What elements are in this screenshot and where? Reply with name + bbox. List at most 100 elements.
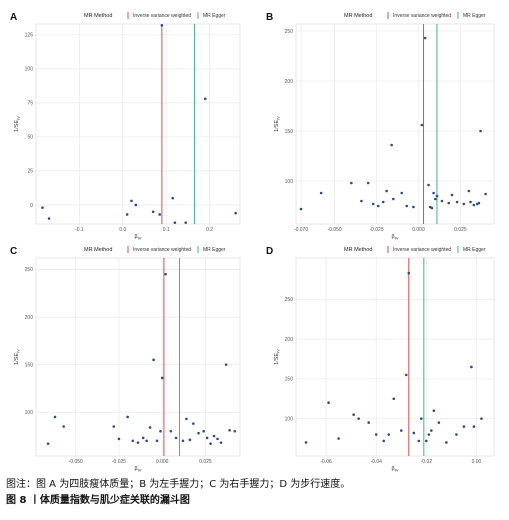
x-tick-label: 0.00 [472,459,482,465]
y-tick-label: 250 [285,29,294,35]
snp-point [432,409,436,412]
snp-point [404,373,408,377]
snp-point [350,181,353,185]
snp-point [46,442,50,445]
panel-label: A [10,12,17,23]
snp-point [420,417,423,420]
y-tick-label: 150 [285,129,294,135]
snp-point [469,200,472,204]
snp-point [158,213,162,216]
snp-point [480,417,483,420]
y-tick-label: 250 [25,267,34,273]
x-tick-label: -0.025 [112,459,126,465]
snp-point [376,204,380,208]
legend: MR Method Inverse variance weighted MR Egg… [84,246,226,253]
legend-egger-label: MR Egger [463,13,486,19]
panel-label: C [10,246,17,257]
snp-point [407,271,411,275]
y-tick-label: 100 [285,179,294,185]
snp-point [148,426,152,429]
y-tick-label: 75 [27,101,33,107]
snp-point [432,191,435,195]
x-tick-label: -0.1 [75,227,84,233]
y-tick-label: 150 [25,362,34,368]
snp-point [371,202,375,206]
snp-point [219,441,223,444]
snp-point [420,123,424,127]
y-tick-label: 200 [25,315,34,321]
snp-point [224,363,228,366]
legend-ivw-label: Inverse variance weighted [393,13,451,19]
snp-point [479,129,482,133]
snp-point [467,189,471,193]
y-tick-label: 125 [25,33,34,39]
x-tick-label: -0.050 [327,227,341,233]
snp-point [382,439,386,443]
snp-point [62,425,65,428]
snp-point [53,415,57,419]
y-tick-label: 100 [285,416,294,422]
snp-point [462,202,466,206]
y-tick-label: 200 [285,337,294,343]
snp-point [427,433,431,436]
snp-point [447,201,450,205]
legend-ivw-label: Inverse variance weighted [133,13,191,19]
legend-title: MR Method [84,13,112,19]
snp-point [185,417,188,421]
panel-label: B [266,12,273,23]
snp-point [234,211,237,215]
legend-egger-label: MR Egger [463,247,486,253]
legend-title: MR Method [344,13,372,19]
snp-point [197,431,200,435]
snp-point [145,439,148,443]
snp-point [352,413,355,416]
snp-point [181,439,185,443]
legend: MR Method Inverse variance weighted MR Egg… [84,12,226,19]
x-tick-label: -0.050 [69,459,83,465]
plot-area [295,257,495,457]
snp-point [400,191,404,195]
snp-point [337,437,340,440]
snp-point [188,438,192,442]
x-axis-label: βIV [135,234,142,241]
snp-point [427,183,430,187]
snp-point [390,143,393,147]
snp-point [327,401,330,405]
x-tick-label: -0.06 [320,459,332,465]
y-axis-label: 1/SEIV [274,116,281,132]
snp-point [130,199,133,203]
snp-point [41,206,44,209]
snp-point [366,181,370,185]
snp-point [470,365,473,369]
snp-point [164,272,167,276]
snp-point [155,439,159,443]
plot-area [35,257,241,457]
snp-point [169,429,173,433]
panel-d: D MR Method Inverse variance weighted MR Eg… [266,246,495,473]
figure-title: 图 8 丨体质量指数与肌少症关联的漏斗图 [6,495,190,506]
snp-point [440,199,444,203]
snp-point [462,425,466,428]
snp-point [202,429,205,433]
snp-point [203,97,207,101]
legend: MR Method Inverse variance weighted MR Egg… [344,246,486,253]
x-tick-label: -0.025 [369,227,383,233]
plot-area [295,23,495,225]
snp-point [174,436,178,440]
y-tick-label: 0 [30,203,33,209]
panel-c: C MR Method Inverse variance weighted MR Eg… [10,246,241,473]
snp-point [160,376,164,380]
y-axis-label: 1/SEIV [14,349,21,365]
snp-point [152,358,155,362]
panel-label: D [266,246,273,257]
snp-point [159,429,162,433]
x-tick-label: 0.0 [119,227,126,233]
y-tick-label: 100 [25,410,34,416]
snp-point [412,205,415,209]
snp-point [455,200,459,204]
snp-point [477,201,481,205]
snp-point [412,431,416,435]
snp-point [425,439,428,443]
x-tick-label: -0.070 [294,227,308,233]
snp-point [173,221,177,224]
